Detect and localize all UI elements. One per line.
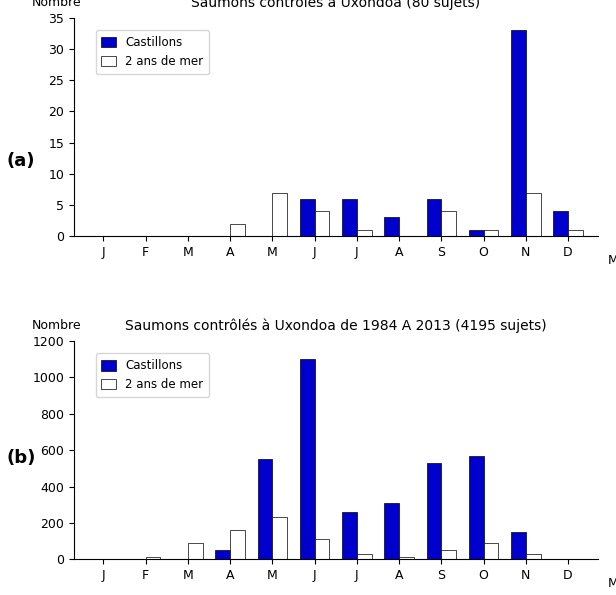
Bar: [230, 224, 245, 236]
Bar: [484, 230, 498, 236]
Bar: [441, 550, 456, 559]
Bar: [216, 550, 230, 559]
Bar: [357, 230, 371, 236]
Bar: [384, 217, 399, 236]
Title: Saumons contrôlés à Uxondoa de 1984 A 2013 (4195 sujets): Saumons contrôlés à Uxondoa de 1984 A 20…: [125, 318, 546, 333]
Bar: [146, 558, 161, 559]
Bar: [525, 193, 540, 236]
Bar: [484, 543, 498, 559]
Bar: [300, 199, 315, 236]
Bar: [426, 199, 441, 236]
Text: Mois: Mois: [608, 577, 616, 590]
Bar: [441, 211, 456, 236]
Bar: [357, 554, 371, 559]
Bar: [553, 211, 568, 236]
Bar: [469, 456, 484, 559]
Bar: [315, 539, 330, 559]
Bar: [188, 543, 203, 559]
Bar: [525, 554, 540, 559]
Bar: [469, 230, 484, 236]
Bar: [511, 30, 525, 236]
Bar: [511, 532, 525, 559]
Bar: [272, 193, 287, 236]
Text: Nombre: Nombre: [32, 320, 82, 332]
Text: (b): (b): [6, 449, 36, 467]
Bar: [384, 503, 399, 559]
Text: Mois: Mois: [608, 253, 616, 267]
Bar: [300, 359, 315, 559]
Text: Nombre: Nombre: [32, 0, 82, 9]
Legend: Castillons, 2 ans de mer: Castillons, 2 ans de mer: [95, 30, 209, 74]
Bar: [342, 199, 357, 236]
Bar: [257, 459, 272, 559]
Bar: [272, 518, 287, 559]
Legend: Castillons, 2 ans de mer: Castillons, 2 ans de mer: [95, 353, 209, 397]
Bar: [568, 230, 583, 236]
Bar: [426, 463, 441, 559]
Bar: [342, 512, 357, 559]
Bar: [399, 558, 414, 559]
Bar: [315, 211, 330, 236]
Bar: [230, 530, 245, 559]
Text: (a): (a): [6, 152, 34, 170]
Title: Saumons contrôlés à Uxondoa (80 sujets): Saumons contrôlés à Uxondoa (80 sujets): [191, 0, 480, 10]
